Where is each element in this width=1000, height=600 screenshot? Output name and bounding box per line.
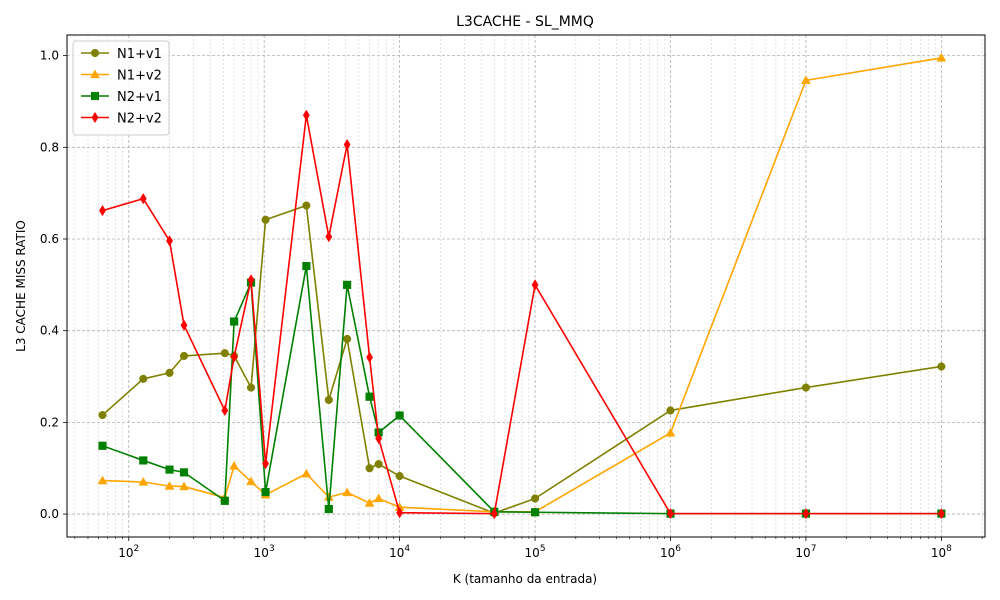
x-tick-label: 108 <box>931 544 952 560</box>
data-point <box>230 317 239 326</box>
data-point <box>324 504 333 514</box>
data-point <box>342 487 353 497</box>
data-point <box>165 368 174 377</box>
data-point <box>139 456 148 465</box>
data-point <box>302 261 311 271</box>
data-point <box>261 215 270 224</box>
data-point <box>374 460 383 469</box>
data-point <box>801 383 810 392</box>
data-point <box>490 507 498 520</box>
data-point <box>220 349 229 358</box>
data-point <box>220 496 229 505</box>
y-tick-label: 0.2 <box>40 415 59 429</box>
data-point <box>301 468 312 478</box>
legend-box <box>72 40 170 136</box>
data-point <box>179 468 189 477</box>
data-point <box>937 362 946 371</box>
x-tick-label: 105 <box>525 544 546 560</box>
data-point <box>179 481 189 491</box>
data-point <box>530 508 540 517</box>
data-point <box>936 52 947 62</box>
x-tick-label: 103 <box>254 544 275 560</box>
data-point <box>138 476 149 486</box>
data-point <box>395 411 404 420</box>
y-tick-label: 0.6 <box>40 232 59 246</box>
y-tick-label: 0.0 <box>40 507 59 521</box>
legend-label: N1+v1 <box>117 47 162 62</box>
x-axis-label: K (tamanho da entrada) <box>453 572 597 586</box>
data-point <box>365 392 374 401</box>
data-point <box>246 476 256 486</box>
y-tick-label: 0.4 <box>40 324 59 338</box>
y-tick-label: 1.0 <box>40 49 59 63</box>
data-point <box>665 427 676 437</box>
data-point <box>262 457 270 470</box>
data-point <box>937 507 945 520</box>
data-point <box>395 471 404 481</box>
data-point <box>229 460 240 470</box>
legend-label: N2+v2 <box>117 112 162 127</box>
x-tick-label: 102 <box>118 544 139 560</box>
data-point <box>221 404 229 417</box>
data-point <box>325 231 333 243</box>
legend-marker <box>90 48 100 58</box>
data-point <box>179 351 189 360</box>
legend-label: N1+v2 <box>117 69 162 84</box>
data-point <box>99 204 106 217</box>
data-point <box>364 498 375 507</box>
data-point <box>98 441 107 450</box>
chart-title: L3CACHE - SL_MMQ <box>456 14 594 30</box>
series-layer <box>97 52 947 520</box>
data-point <box>164 481 175 490</box>
data-point <box>365 464 374 473</box>
data-point <box>139 193 147 205</box>
axes-layer: 102 103 104 105 106 107 108 0.0 0.2 0.4 0.6 0.8 1.0 <box>40 49 983 560</box>
data-point <box>375 432 383 445</box>
data-point <box>165 465 174 474</box>
data-point <box>667 507 674 520</box>
legend-item: N2+v2 <box>81 112 162 127</box>
y-axis-label: L3 CACHE MISS RATIO <box>14 220 28 352</box>
plot-area-frame <box>66 34 986 538</box>
legend-item: N1+v1 <box>81 47 162 62</box>
data-point <box>139 374 148 383</box>
series-n2-v2 <box>99 109 945 520</box>
data-point <box>324 395 333 404</box>
data-point <box>366 351 374 363</box>
data-point <box>343 334 352 344</box>
legend-marker <box>90 91 100 101</box>
data-point <box>343 138 351 151</box>
data-point <box>230 351 238 363</box>
data-point <box>302 201 311 210</box>
x-tick-label: 104 <box>389 544 410 560</box>
data-point <box>530 494 540 503</box>
series-n1-v1 <box>98 201 946 518</box>
data-point <box>343 280 352 289</box>
data-point <box>302 109 310 121</box>
data-point <box>531 279 539 291</box>
legend-marker <box>91 111 99 124</box>
data-point <box>246 383 256 392</box>
data-point <box>180 319 188 331</box>
data-point <box>802 507 810 520</box>
data-point <box>373 493 384 503</box>
x-tick-label: 106 <box>660 544 681 560</box>
data-point <box>98 410 107 420</box>
data-point <box>97 475 108 485</box>
y-tick-label: 0.8 <box>40 140 59 154</box>
data-point <box>666 406 675 415</box>
legend-marker <box>90 69 100 79</box>
data-point <box>247 274 255 286</box>
x-tick-label: 107 <box>795 544 816 560</box>
data-point <box>396 507 404 519</box>
data-point <box>166 235 173 247</box>
legend-label: N2+v1 <box>117 90 162 105</box>
legend-item: N2+v1 <box>81 90 162 105</box>
data-point <box>261 487 270 497</box>
legend: N1+v1 N1+v2 N2+v1 N2+v2 <box>72 40 170 136</box>
data-point <box>800 75 811 85</box>
legend-item: N1+v2 <box>81 69 162 84</box>
